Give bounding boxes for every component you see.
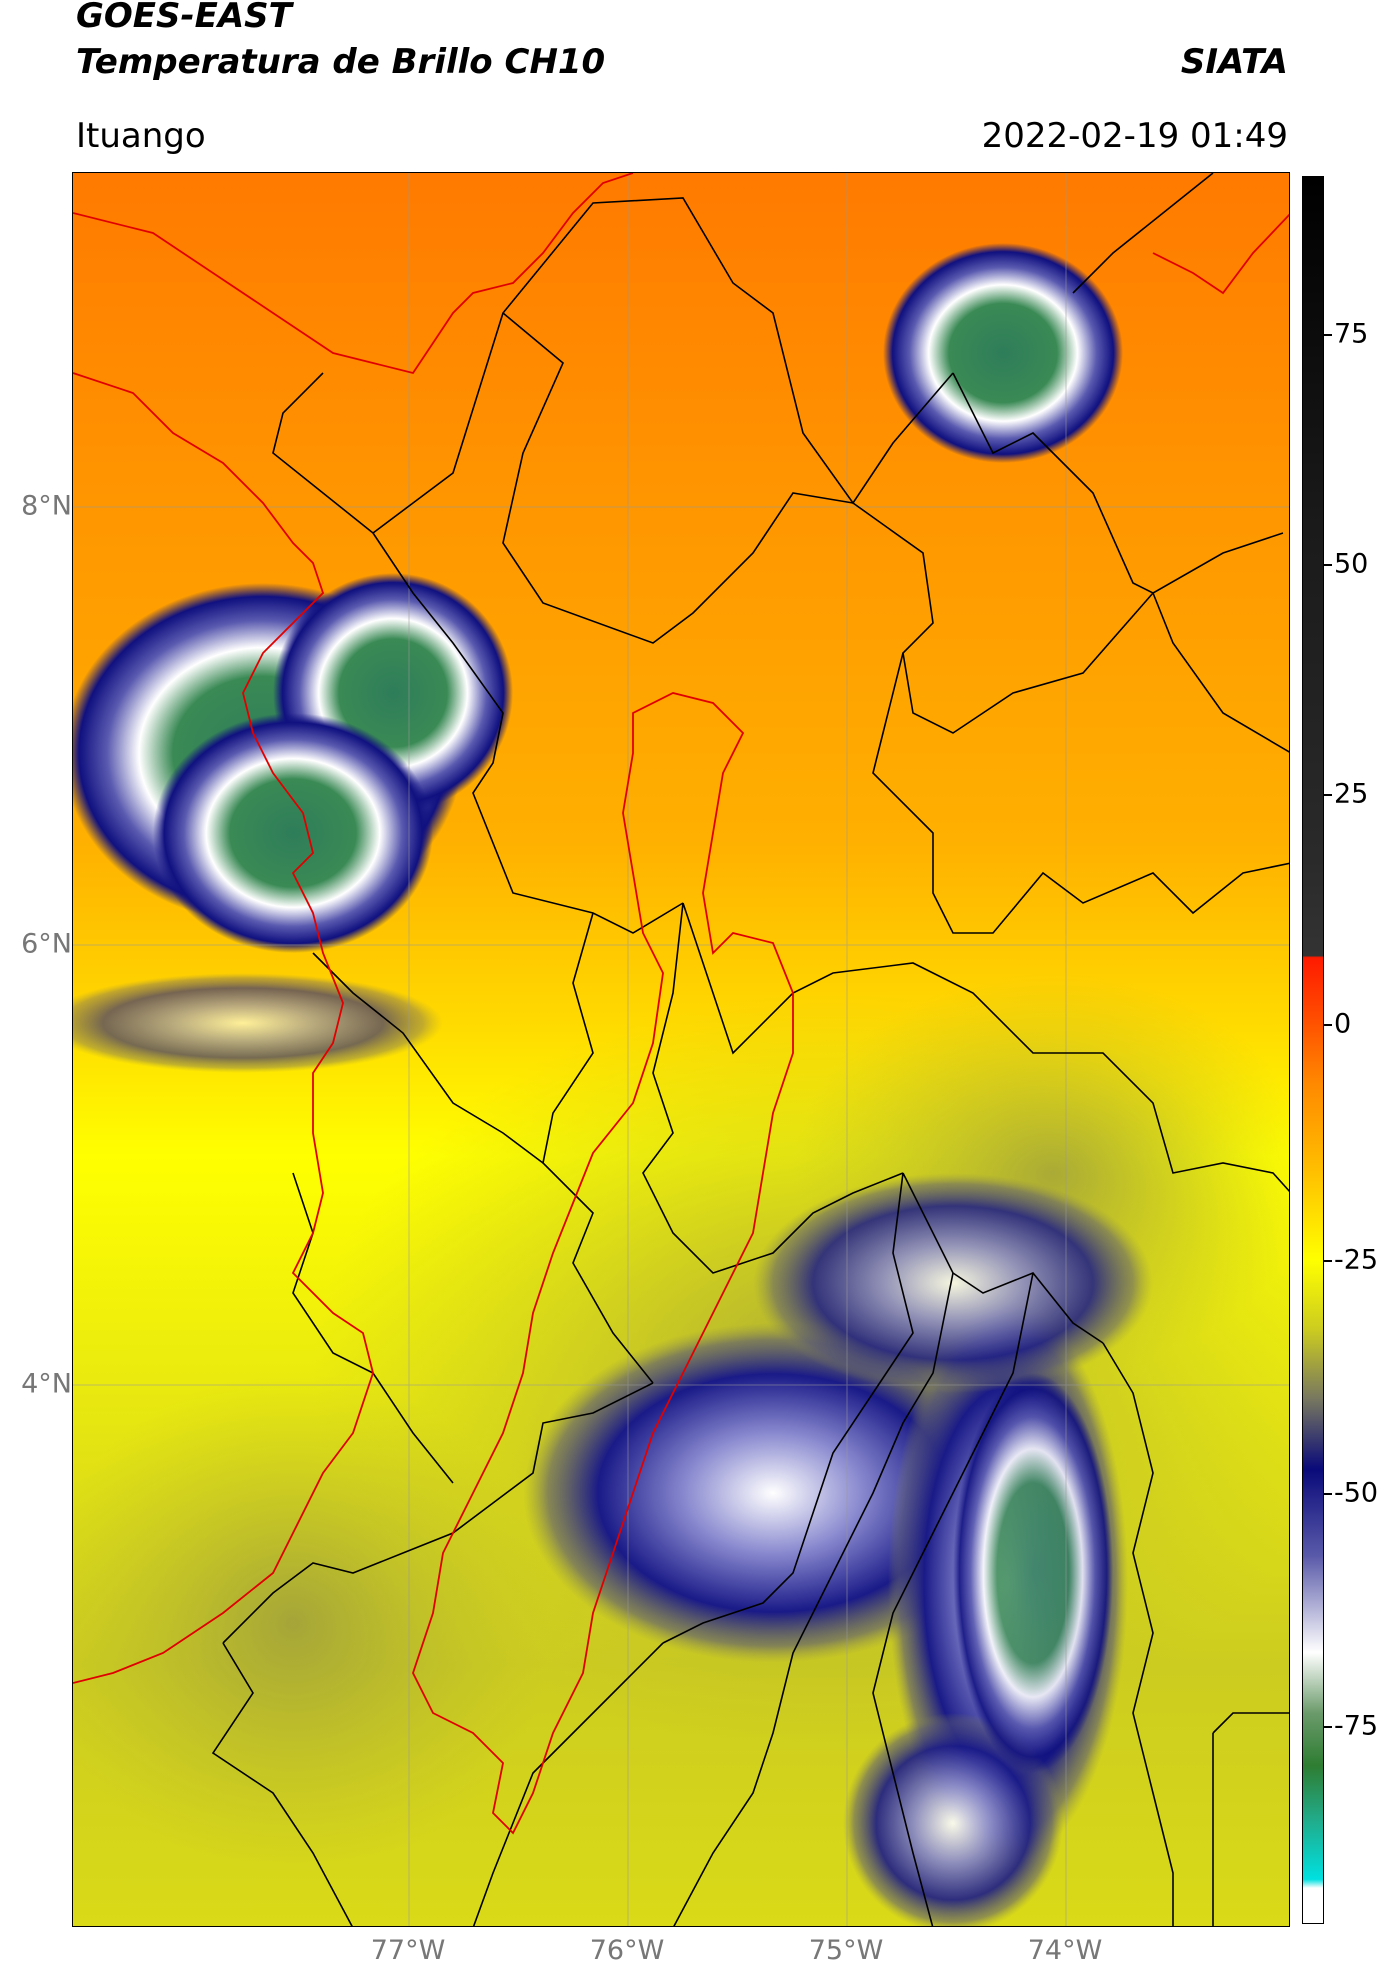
title-satellite: GOES-EAST xyxy=(76,0,292,36)
colorbar-label-0: 0 xyxy=(1334,1008,1352,1040)
colorbar-label-minus-75: -75 xyxy=(1334,1710,1379,1742)
colorbar-tick xyxy=(1324,334,1332,336)
haze-southwest xyxy=(73,1373,553,1873)
colorbar-tick xyxy=(1324,794,1332,796)
storm-cell-northeast xyxy=(883,243,1123,463)
colorbar-tick xyxy=(1324,564,1332,566)
colorbar-tick xyxy=(1324,1260,1332,1262)
department-boundaries xyxy=(211,173,1289,1926)
ituango-basin-outline xyxy=(412,692,794,1835)
colorbar-tick xyxy=(1324,1726,1332,1728)
storm-cell-southeast xyxy=(953,1373,1113,1773)
lon-label-77w: 77°W xyxy=(370,1935,446,1966)
org-label: SIATA xyxy=(1180,42,1288,82)
colorbar xyxy=(1302,176,1324,1924)
lat-label-6n: 6°N xyxy=(21,928,72,960)
place-label: Ituango xyxy=(76,116,206,156)
lat-label-4n: 4°N xyxy=(21,1368,72,1400)
brightness-temperature-map xyxy=(72,172,1290,1927)
colorbar-label-minus-50: -50 xyxy=(1334,1477,1379,1509)
cloud-band-west xyxy=(73,973,443,1073)
cloud-cluster-bottom xyxy=(843,1713,1063,1926)
cloud-cluster-center xyxy=(753,1173,1153,1393)
colorbar-label-25: 25 xyxy=(1334,778,1369,810)
datetime-label: 2022-02-19 01:49 xyxy=(981,116,1288,156)
lon-label-74w: 74°W xyxy=(1027,1935,1103,1966)
colorbar-label-minus-25: -25 xyxy=(1334,1244,1379,1276)
lon-label-75w: 75°W xyxy=(808,1935,884,1966)
colorbar-tick xyxy=(1324,1024,1332,1026)
colorbar-label-50: 50 xyxy=(1334,548,1369,580)
map-canvas xyxy=(73,173,1289,1926)
coastline-border xyxy=(73,173,1289,1684)
colorbar-label-75: 75 xyxy=(1334,318,1369,350)
storm-cell-west-3 xyxy=(153,713,433,953)
lon-label-76w: 76°W xyxy=(589,1935,665,1966)
colorbar-tick xyxy=(1324,1493,1332,1495)
lat-label-8n: 8°N xyxy=(21,490,72,522)
title-product: Temperatura de Brillo CH10 xyxy=(76,42,606,82)
